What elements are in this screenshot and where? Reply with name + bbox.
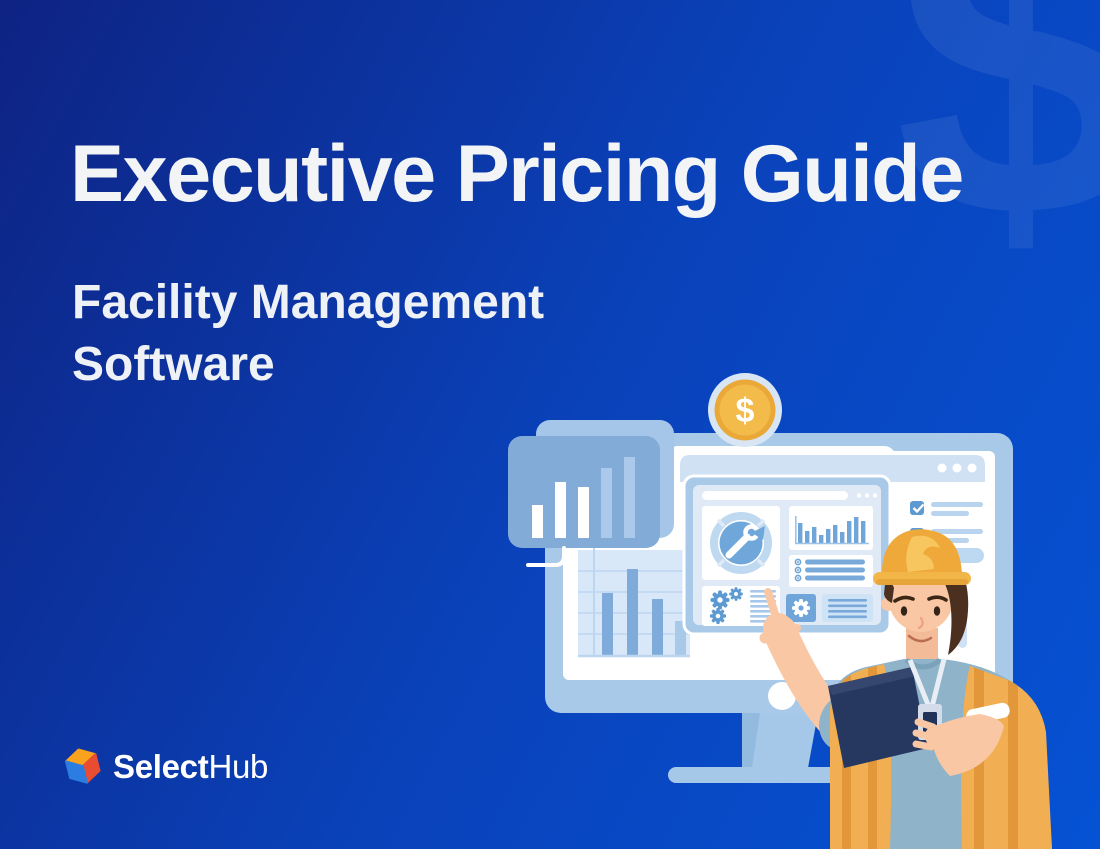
subtitle-line-2: Software [72,338,275,391]
dashboard-card [682,474,892,636]
screen-bar-chart [578,528,690,658]
window-dots-icon [937,463,977,473]
bullet-list-icon [794,558,865,582]
page-subtitle: Facility Management Software [72,272,544,396]
worker [759,529,1052,849]
page-title: Executive Pricing Guide [70,129,964,219]
bar-chart-icon [794,516,869,545]
selecthub-cube-icon [65,748,101,784]
tablet [828,667,928,768]
coin-dollar-text: $ [736,392,755,430]
logo-part-select: Select [113,748,209,785]
checkbox-icon [910,501,924,515]
settings-gear-icon [791,598,811,618]
panel-bars-icon [532,457,635,538]
selecthub-logo: SelectHub [64,746,268,788]
floating-chart-panel [508,420,674,567]
worker-right-arm [912,702,1010,776]
worker-head [873,529,971,655]
monitor-stand [742,713,818,768]
illustration: $ [508,373,1052,849]
wrench-gauge-icon [710,512,772,574]
subtitle-line-1: Facility Management [72,276,545,329]
monitor-base [668,767,878,783]
monitor-button-icon [768,682,796,710]
logo-part-hub: Hub [208,748,269,785]
dollar-coin-icon: $ [708,373,782,447]
selecthub-logo-text: SelectHub [113,748,268,786]
text-tile-lines [828,599,867,619]
